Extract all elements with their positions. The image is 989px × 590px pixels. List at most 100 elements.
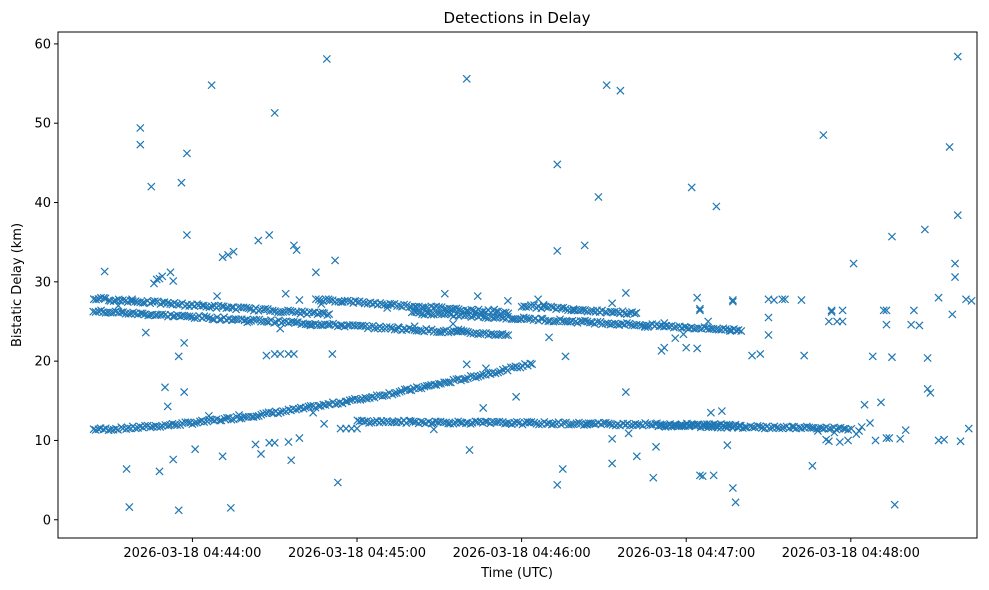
data-point	[429, 425, 438, 434]
data-point	[479, 312, 488, 321]
data-point	[227, 415, 236, 424]
data-point	[292, 318, 301, 327]
data-point	[207, 302, 216, 311]
data-point	[700, 323, 709, 332]
data-point	[522, 302, 531, 311]
data-point	[345, 396, 354, 405]
y-axis-ticks: 0 10 20 30 40 50 60	[34, 37, 58, 528]
data-point	[887, 353, 896, 362]
data-point	[125, 503, 134, 512]
data-point	[701, 422, 710, 431]
data-point	[377, 324, 386, 333]
data-point	[466, 371, 475, 380]
data-point	[252, 315, 261, 324]
data-point	[295, 434, 304, 443]
data-point	[764, 313, 773, 322]
data-point	[281, 289, 290, 298]
data-point	[608, 434, 617, 443]
data-point	[153, 422, 162, 431]
data-point	[322, 54, 331, 63]
data-point	[155, 467, 164, 476]
data-point	[323, 310, 332, 319]
data-point	[190, 418, 199, 428]
data-point	[643, 323, 652, 332]
data-point	[813, 426, 822, 435]
x-tick-label: 2026-03-18 04:47:00	[617, 546, 755, 561]
data-point	[207, 81, 216, 90]
data-point	[871, 436, 880, 445]
data-point	[882, 434, 891, 443]
data-point	[621, 388, 630, 397]
data-point	[182, 231, 191, 240]
data-point	[512, 392, 521, 401]
data-point	[553, 160, 562, 169]
data-point	[580, 316, 590, 325]
data-point	[252, 412, 261, 421]
data-point	[331, 297, 340, 306]
data-point	[920, 225, 929, 234]
data-point	[901, 426, 910, 435]
data-point	[621, 288, 630, 297]
data-point	[569, 306, 578, 315]
data-point	[632, 308, 641, 317]
data-point	[934, 293, 943, 302]
y-tick-label: 50	[34, 117, 51, 132]
data-point	[748, 351, 757, 360]
data-point	[298, 307, 307, 316]
data-point	[129, 308, 138, 317]
data-point	[274, 409, 283, 418]
data-point	[940, 435, 949, 444]
y-tick-label: 30	[34, 275, 51, 290]
data-point	[136, 140, 145, 149]
data-point	[158, 272, 167, 281]
data-point	[758, 422, 768, 431]
data-point	[827, 307, 836, 316]
data-point	[380, 391, 389, 400]
data-point	[610, 307, 619, 316]
data-point	[481, 417, 490, 426]
data-point	[844, 436, 853, 445]
data-point	[254, 411, 263, 420]
data-point	[824, 317, 833, 326]
data-point	[962, 295, 971, 304]
data-point	[489, 313, 498, 322]
data-point	[723, 441, 732, 450]
data-point	[473, 292, 482, 301]
data-point	[462, 360, 471, 369]
data-point	[208, 315, 217, 324]
data-point	[649, 473, 658, 482]
data-point	[180, 388, 189, 397]
data-point	[474, 372, 483, 381]
data-point	[547, 302, 556, 311]
data-point	[698, 472, 707, 481]
data-point	[412, 383, 421, 392]
data-point	[385, 323, 394, 332]
data-point	[314, 401, 323, 410]
data-point	[215, 416, 224, 425]
data-point	[671, 334, 680, 343]
data-point	[890, 500, 899, 509]
plot-frame	[57, 31, 978, 539]
data-point	[945, 142, 954, 152]
data-point	[464, 327, 473, 337]
data-point	[539, 300, 548, 309]
data-point	[328, 349, 337, 359]
data-point	[284, 438, 293, 447]
data-point	[128, 295, 137, 304]
data-point	[469, 311, 478, 320]
data-point	[527, 418, 536, 427]
data-point	[147, 182, 156, 191]
data-point	[479, 403, 488, 412]
data-point	[205, 314, 214, 323]
data-point	[405, 386, 414, 395]
data-point	[528, 360, 537, 369]
data-point	[926, 388, 935, 397]
data-point	[549, 419, 558, 428]
data-point	[402, 385, 411, 394]
data-point	[185, 312, 194, 321]
data-point	[202, 313, 211, 322]
data-point	[388, 390, 397, 399]
data-point	[467, 312, 476, 321]
data-point	[91, 426, 100, 435]
